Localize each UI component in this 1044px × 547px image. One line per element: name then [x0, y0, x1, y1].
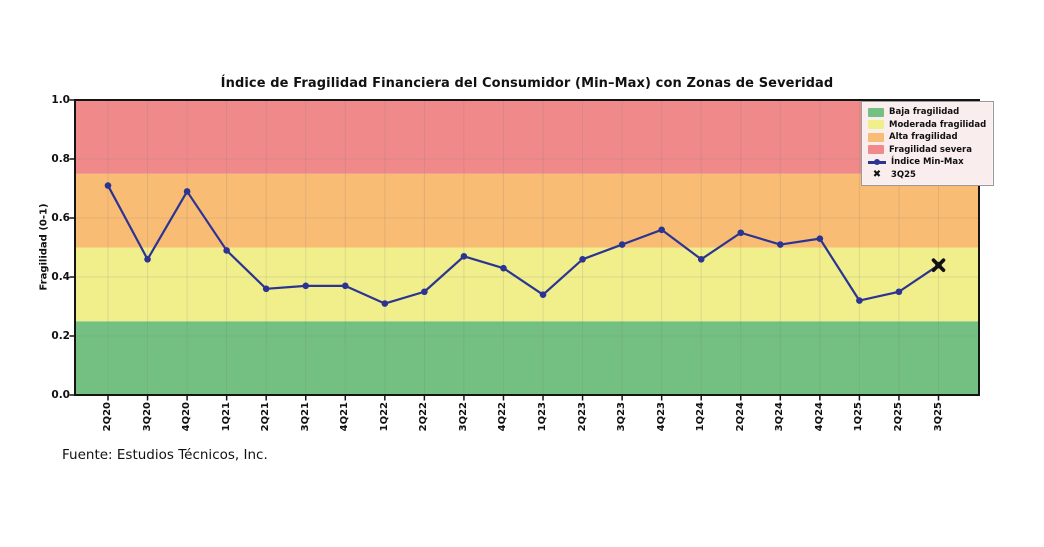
data-point [856, 297, 863, 304]
data-point [579, 255, 586, 263]
legend-label: Baja fragilidad [889, 107, 960, 117]
legend-label: 3Q25 [891, 169, 916, 180]
data-point [104, 182, 112, 189]
data-point [816, 235, 824, 242]
data-point [262, 285, 270, 293]
highlight-x-marker [931, 258, 946, 272]
x-tick-label: 4Q20 [181, 402, 193, 432]
legend: Baja fragilidad Moderada fragilidad Alta f… [861, 101, 995, 186]
data-point [737, 229, 745, 237]
data-point [500, 264, 507, 272]
zone-band [75, 321, 979, 395]
data-point [183, 188, 191, 195]
x-tick-label: 1Q21 [220, 402, 232, 432]
x-tick-label: 2Q25 [892, 402, 904, 432]
data-point [460, 253, 468, 260]
x-tick-label: 3Q22 [457, 402, 469, 432]
legend-label: Moderada fragilidad [889, 119, 987, 130]
y-tick-label: 0.6 [51, 212, 70, 224]
y-tick-label: 0.2 [51, 330, 70, 342]
x-tick-label: 3Q20 [141, 402, 153, 432]
legend-x-icon: ✖ [872, 169, 882, 180]
data-point [381, 300, 389, 307]
x-tick-label: 3Q24 [774, 402, 786, 432]
x-tick-label: 4Q22 [497, 402, 509, 432]
data-point [341, 282, 349, 290]
x-tick-label: 3Q23 [616, 402, 628, 432]
legend-label: Alta fragilidad [889, 132, 958, 142]
x-tick-label: 4Q24 [813, 402, 825, 432]
legend-item: Moderada fragilidad [868, 120, 986, 130]
source-note: Fuente: Estudios Técnicos, Inc. [62, 447, 268, 463]
data-point [302, 282, 310, 290]
legend-color-swatch [868, 120, 884, 129]
chart-title: Índice de Fragilidad Financiera del Cons… [220, 76, 834, 91]
legend-color-swatch [868, 132, 884, 142]
data-point [421, 288, 428, 296]
legend-item: Alta fragilidad [868, 132, 986, 142]
legend-label: Fragilidad severa [889, 144, 972, 155]
zone-band [75, 100, 979, 174]
data-point [697, 255, 705, 263]
series-line [106, 184, 940, 305]
x-tick-label: 3Q21 [299, 402, 311, 432]
x-tick-label: 2Q20 [102, 402, 113, 432]
data-point [144, 255, 151, 263]
plot-border [74, 99, 980, 396]
y-tick-label: 0.4 [51, 271, 70, 283]
legend-dot-icon [874, 159, 880, 165]
x-tick-label: 1Q22 [378, 402, 390, 432]
x-tick-label: 2Q21 [260, 402, 272, 432]
x-tick-label: 4Q23 [655, 402, 667, 432]
x-tick-label: 1Q25 [853, 402, 865, 432]
zone-band [75, 173, 979, 248]
legend-color-swatch [868, 145, 884, 154]
x-tick-label: 1Q23 [537, 402, 549, 432]
data-point [777, 241, 784, 248]
x-tick-label: 3Q25 [932, 402, 944, 432]
data-point [223, 247, 230, 254]
data-point [539, 291, 547, 299]
data-point [618, 241, 626, 248]
x-tick-label: 2Q22 [418, 402, 430, 432]
legend-line-swatch [868, 159, 886, 165]
x-tick-label: 1Q24 [695, 402, 707, 432]
legend-item: ✖ 3Q25 [868, 170, 986, 180]
legend-item: Fragilidad severa [868, 145, 986, 155]
y-tick-label: 0.8 [51, 153, 70, 165]
x-tick-label: 2Q24 [734, 402, 746, 432]
data-point [658, 226, 665, 234]
legend-item: Baja fragilidad [868, 107, 986, 117]
data-point [895, 288, 903, 296]
x-tick-label: 2Q23 [576, 402, 588, 432]
legend-item: Índice Min-Max [868, 157, 986, 167]
y-tick-label: 0.0 [51, 389, 70, 401]
x-tick-label: 4Q21 [339, 402, 351, 432]
legend-label: Índice Min-Max [891, 157, 964, 167]
legend-color-swatch [868, 107, 884, 117]
y-tick-label: 1.0 [51, 94, 70, 106]
